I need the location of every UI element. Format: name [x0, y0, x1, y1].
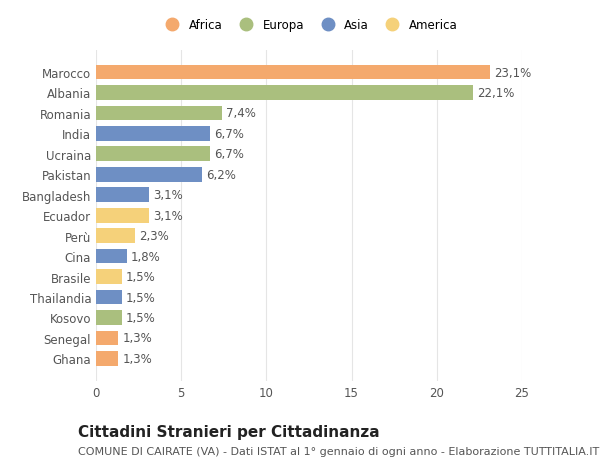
Text: 6,2%: 6,2% [206, 168, 236, 181]
Text: 1,5%: 1,5% [126, 291, 155, 304]
Bar [96, 127, 210, 141]
Bar [96, 168, 202, 182]
Text: 3,1%: 3,1% [153, 189, 183, 202]
Legend: Africa, Europa, Asia, America: Africa, Europa, Asia, America [158, 17, 460, 34]
Text: 2,3%: 2,3% [139, 230, 169, 243]
Text: Cittadini Stranieri per Cittadinanza: Cittadini Stranieri per Cittadinanza [78, 425, 380, 440]
Bar [96, 66, 490, 80]
Bar [96, 310, 122, 325]
Text: 6,7%: 6,7% [214, 128, 244, 140]
Text: 1,3%: 1,3% [122, 332, 152, 345]
Text: 1,3%: 1,3% [122, 352, 152, 365]
Bar [96, 208, 149, 223]
Bar [96, 331, 118, 346]
Bar [96, 86, 473, 101]
Text: 3,1%: 3,1% [153, 209, 183, 222]
Text: 1,5%: 1,5% [126, 311, 155, 324]
Text: 22,1%: 22,1% [477, 87, 514, 100]
Text: COMUNE DI CAIRATE (VA) - Dati ISTAT al 1° gennaio di ogni anno - Elaborazione TU: COMUNE DI CAIRATE (VA) - Dati ISTAT al 1… [78, 446, 599, 456]
Bar [96, 106, 222, 121]
Bar [96, 269, 122, 284]
Bar [96, 147, 210, 162]
Text: 1,5%: 1,5% [126, 270, 155, 284]
Text: 6,7%: 6,7% [214, 148, 244, 161]
Bar [96, 290, 122, 305]
Text: 23,1%: 23,1% [494, 67, 531, 79]
Bar [96, 188, 149, 203]
Bar [96, 229, 135, 243]
Text: 1,8%: 1,8% [131, 250, 161, 263]
Bar [96, 249, 127, 264]
Text: 7,4%: 7,4% [226, 107, 256, 120]
Bar [96, 351, 118, 366]
